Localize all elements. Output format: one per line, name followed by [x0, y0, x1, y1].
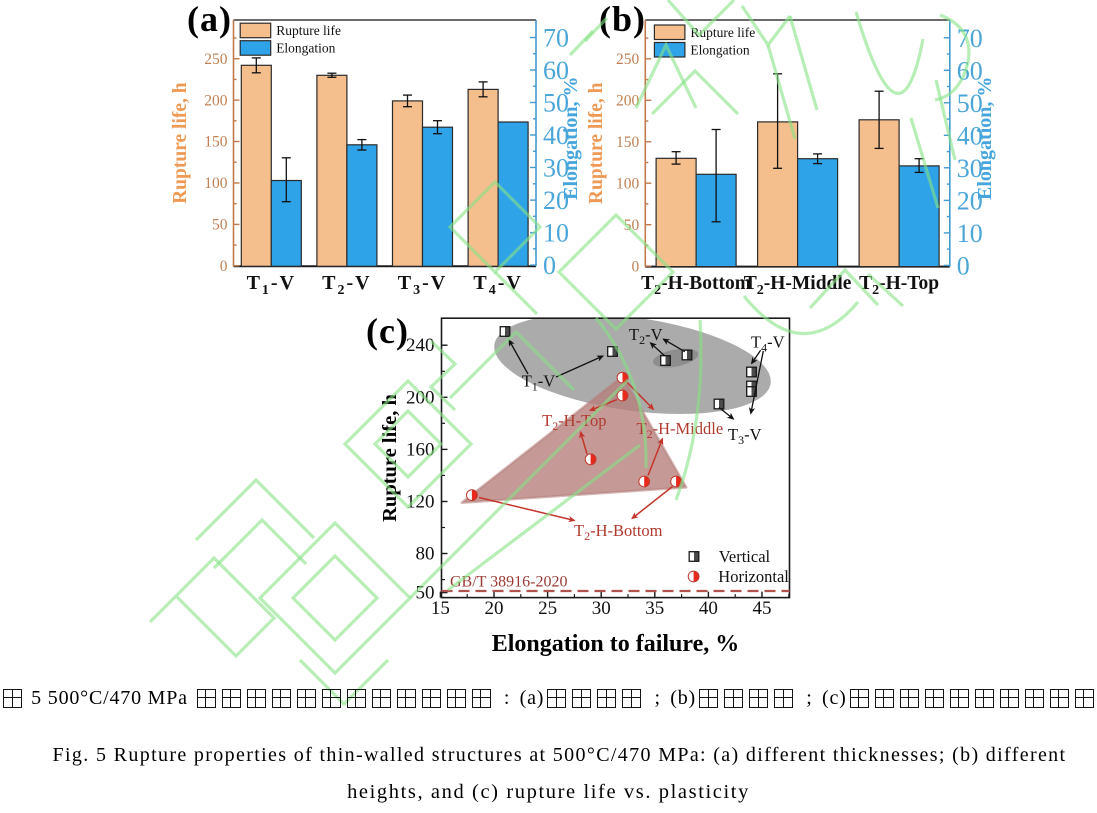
svg-text:T3-V: T3-V — [398, 272, 447, 298]
svg-text:Horizontal: Horizontal — [718, 567, 789, 586]
svg-text:Rupture life, h: Rupture life, h — [170, 82, 191, 204]
svg-text:50: 50 — [624, 217, 640, 234]
svg-text:0: 0 — [632, 258, 640, 275]
svg-text:(a): (a) — [187, 0, 232, 39]
svg-text:30: 30 — [957, 154, 983, 183]
svg-text:T2-H-Bottom: T2-H-Bottom — [574, 521, 663, 543]
svg-text:15: 15 — [431, 598, 450, 619]
svg-text:30: 30 — [592, 598, 611, 619]
svg-text:100: 100 — [616, 175, 640, 192]
svg-text:Elongation, %: Elongation, % — [974, 77, 996, 200]
svg-text:80: 80 — [416, 544, 435, 565]
svg-text:25: 25 — [538, 598, 557, 619]
svg-text:T1-V: T1-V — [247, 272, 296, 298]
svg-text:40: 40 — [699, 598, 718, 619]
svg-text:250: 250 — [616, 51, 640, 68]
svg-text:50: 50 — [543, 89, 569, 118]
svg-text:Elongation: Elongation — [690, 43, 749, 58]
svg-text:0: 0 — [220, 258, 228, 275]
svg-text:100: 100 — [204, 175, 228, 192]
svg-text:(c): (c) — [366, 311, 409, 351]
svg-text:Elongation to failure, %: Elongation to failure, % — [492, 631, 740, 657]
svg-text:35: 35 — [645, 598, 664, 619]
svg-text:T2-V: T2-V — [629, 325, 663, 347]
svg-text:T1-V: T1-V — [522, 372, 556, 394]
svg-text:60: 60 — [543, 56, 569, 85]
svg-text:GB/T 38916-2020: GB/T 38916-2020 — [450, 574, 567, 591]
svg-text:40: 40 — [543, 121, 569, 150]
svg-text:40: 40 — [957, 121, 983, 150]
svg-text:50: 50 — [957, 89, 983, 118]
svg-text:T4-V: T4-V — [751, 333, 785, 355]
svg-text:200: 200 — [616, 93, 640, 110]
svg-text:200: 200 — [406, 387, 435, 408]
svg-text:20: 20 — [957, 186, 983, 215]
svg-text:20: 20 — [485, 598, 504, 619]
svg-text:10: 10 — [957, 219, 983, 248]
svg-text:45: 45 — [753, 598, 772, 619]
svg-text:Rupture life: Rupture life — [276, 23, 341, 38]
svg-text:250: 250 — [204, 51, 228, 68]
svg-text:10: 10 — [543, 219, 569, 248]
svg-text:T3-V: T3-V — [728, 425, 762, 447]
svg-text:160: 160 — [406, 439, 435, 460]
svg-text:150: 150 — [204, 134, 228, 151]
svg-text:120: 120 — [406, 492, 435, 513]
svg-text:Rupture life, h: Rupture life, h — [586, 82, 607, 204]
svg-text:200: 200 — [204, 92, 228, 109]
svg-text:T2-H-Middle: T2-H-Middle — [744, 273, 852, 298]
svg-text:T2-H-Middle: T2-H-Middle — [637, 419, 724, 441]
svg-text:Vertical: Vertical — [719, 547, 771, 566]
svg-text:70: 70 — [543, 24, 569, 53]
svg-text:Elongation, %: Elongation, % — [560, 76, 582, 199]
svg-text:T2-V: T2-V — [322, 272, 371, 298]
svg-text:Elongation: Elongation — [276, 41, 335, 56]
svg-text:0: 0 — [543, 251, 556, 280]
svg-text:T2-H-Top: T2-H-Top — [542, 411, 606, 433]
svg-text:20: 20 — [543, 186, 569, 215]
svg-text:150: 150 — [616, 134, 640, 151]
svg-text:240: 240 — [406, 335, 435, 356]
svg-text:50: 50 — [212, 217, 228, 234]
svg-text:30: 30 — [543, 154, 569, 183]
svg-text:0: 0 — [957, 251, 970, 280]
